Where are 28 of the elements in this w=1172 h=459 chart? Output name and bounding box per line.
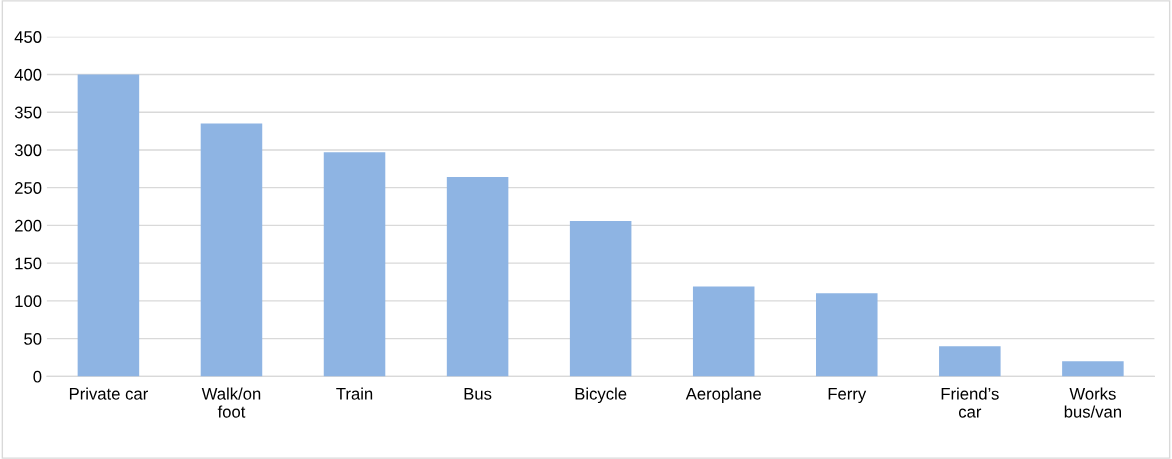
x-tick-label: Train	[336, 387, 373, 400]
x-tick-label: Bicycle	[575, 387, 627, 404]
x-tick-label: Walk/on foot	[201, 387, 261, 418]
y-tick-label: 50	[24, 333, 42, 345]
y-tick-label: 300	[14, 144, 42, 157]
y-tick-label: 250	[15, 182, 42, 194]
y-tick-label: 450	[14, 31, 42, 43]
x-tick-label: Private car	[69, 387, 148, 400]
bar	[200, 123, 263, 377]
bar	[77, 74, 140, 377]
y-tick-label: 400	[14, 68, 42, 81]
bar	[1062, 361, 1124, 377]
x-tick-label: Friend’s car	[941, 387, 999, 418]
y-tick-label: 200	[15, 219, 42, 232]
y-tick-label: 100	[15, 295, 42, 308]
x-tick-label: Bus	[464, 388, 492, 400]
bar	[939, 346, 1001, 377]
y-tick-label: 150	[15, 257, 42, 270]
x-tick-label: Ferry	[828, 388, 867, 404]
bar	[446, 177, 509, 377]
x-tick-label: Aeroplane	[685, 387, 761, 404]
bar	[692, 286, 755, 377]
bar	[569, 220, 632, 377]
x-tick-label: Works bus/van	[1064, 387, 1121, 418]
y-tick-label: 350	[14, 106, 42, 119]
y-tick-label: 0	[33, 370, 42, 383]
bar	[816, 293, 878, 377]
bar	[323, 152, 386, 377]
